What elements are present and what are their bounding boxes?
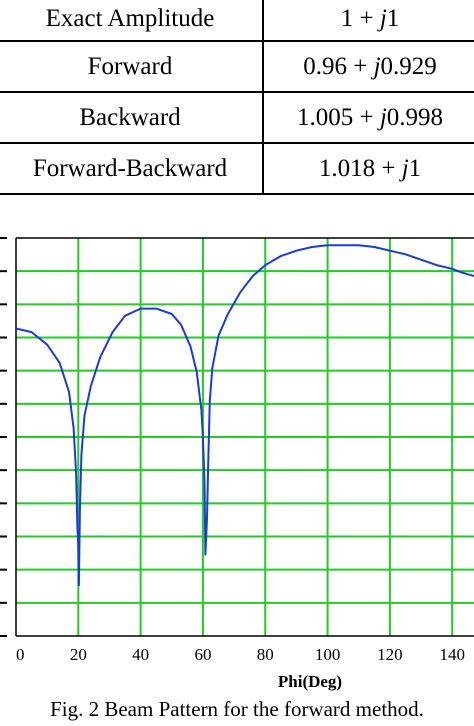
amplitude-imag-part: 1 [386, 5, 400, 32]
method-cell: Forward [0, 41, 264, 93]
amplitude-cell: 1.018 + j1 [263, 143, 474, 195]
amplitude-imag-part: 0.929 [380, 52, 437, 80]
amplitude-imag-part: 0.998 [386, 103, 444, 131]
imaginary-unit: j [373, 52, 381, 80]
amplitude-real-part: 0.96 + [303, 52, 374, 80]
imaginary-unit: j [401, 154, 409, 182]
amplitude-real-part: 1.018 + [318, 154, 402, 182]
imaginary-unit: j [379, 5, 387, 32]
method-cell: Exact Amplitude [0, 0, 264, 42]
beam-pattern-curve [15, 244, 474, 587]
x-tick-label: 80 [257, 645, 274, 664]
amplitude-imag-part: 1 [408, 154, 422, 182]
x-axis-label: Phi(Deg) [278, 672, 342, 691]
amplitude-cell: 0.96 + j0.929 [263, 41, 474, 93]
table-row: Exact Amplitude 1 + j1 [0, 0, 474, 42]
table-row: Backward 1.005 + j0.998 [0, 92, 474, 144]
method-cell: Forward-Backward [0, 143, 264, 195]
x-tick-label: 120 [377, 645, 403, 664]
x-tick-label: 60 [194, 645, 211, 664]
x-tick-label: 20 [70, 645, 87, 664]
amplitude-cell: 1 + j1 [263, 0, 474, 42]
x-tick-label: 0 [16, 645, 25, 664]
x-tick-label: 140 [439, 645, 465, 664]
results-table: Exact Amplitude 1 + j1 Forward 0.96 + j0… [0, 0, 474, 195]
figure-caption: Fig. 2 Beam Pattern for the forward meth… [50, 697, 424, 721]
method-cell: Backward [0, 92, 264, 144]
amplitude-real-part: 1 + [340, 5, 380, 32]
amplitude-real-part: 1.005 + [296, 103, 380, 131]
table-row: Forward-Backward 1.018 + j1 [0, 143, 474, 195]
table-row: Forward 0.96 + j0.929 [0, 41, 474, 93]
imaginary-unit: j [379, 103, 387, 131]
x-tick-label: 100 [315, 645, 341, 664]
amplitude-cell: 1.005 + j0.998 [263, 92, 474, 144]
x-tick-label: 40 [132, 645, 149, 664]
